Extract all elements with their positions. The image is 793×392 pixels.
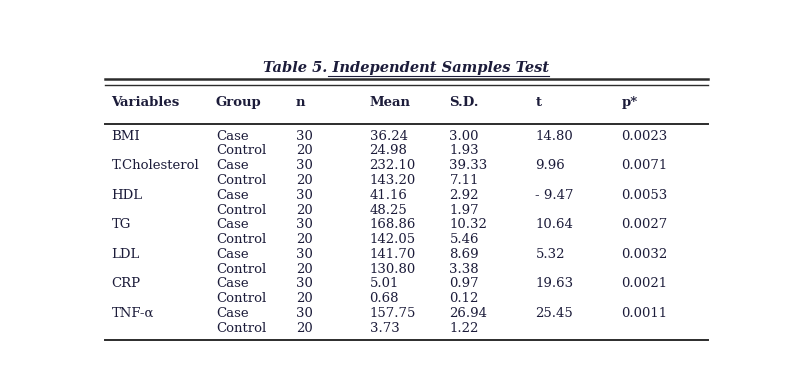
Text: 19.63: 19.63	[535, 278, 573, 290]
Text: Case: Case	[216, 159, 248, 172]
Text: 20: 20	[296, 263, 312, 276]
Text: T.Cholesterol: T.Cholesterol	[111, 159, 199, 172]
Text: 24.98: 24.98	[370, 144, 408, 157]
Text: Group: Group	[216, 96, 262, 109]
Text: 1.93: 1.93	[450, 144, 479, 157]
Text: 0.12: 0.12	[450, 292, 479, 305]
Text: 232.10: 232.10	[370, 159, 416, 172]
Text: 39.33: 39.33	[450, 159, 488, 172]
Text: 8.69: 8.69	[450, 248, 479, 261]
Text: Case: Case	[216, 218, 248, 231]
Text: 10.64: 10.64	[535, 218, 573, 231]
Text: 0.0071: 0.0071	[622, 159, 668, 172]
Text: 20: 20	[296, 203, 312, 216]
Text: Control: Control	[216, 203, 266, 216]
Text: - 9.47: - 9.47	[535, 189, 574, 202]
Text: t: t	[535, 96, 542, 109]
Text: 142.05: 142.05	[370, 233, 416, 246]
Text: Control: Control	[216, 322, 266, 335]
Text: CRP: CRP	[111, 278, 140, 290]
Text: 3.73: 3.73	[370, 322, 400, 335]
Text: 20: 20	[296, 322, 312, 335]
Text: Case: Case	[216, 307, 248, 320]
Text: Case: Case	[216, 278, 248, 290]
Text: TG: TG	[111, 218, 131, 231]
Text: Case: Case	[216, 189, 248, 202]
Text: 5.01: 5.01	[370, 278, 399, 290]
Text: 30: 30	[296, 307, 312, 320]
Text: Variables: Variables	[111, 96, 180, 109]
Text: 14.80: 14.80	[535, 130, 573, 143]
Text: Mean: Mean	[370, 96, 411, 109]
Text: Table 5.: Table 5.	[374, 61, 439, 74]
Text: Case: Case	[216, 130, 248, 143]
Text: Control: Control	[216, 263, 266, 276]
Text: Control: Control	[216, 144, 266, 157]
Text: 1.97: 1.97	[450, 203, 479, 216]
Text: 0.0021: 0.0021	[622, 278, 668, 290]
Text: Control: Control	[216, 233, 266, 246]
Text: 0.0023: 0.0023	[622, 130, 668, 143]
Text: 36.24: 36.24	[370, 130, 408, 143]
Text: 41.16: 41.16	[370, 189, 408, 202]
Text: 30: 30	[296, 248, 312, 261]
Text: 30: 30	[296, 130, 312, 143]
Text: LDL: LDL	[111, 248, 140, 261]
Text: 168.86: 168.86	[370, 218, 416, 231]
Text: 141.70: 141.70	[370, 248, 416, 261]
Text: 7.11: 7.11	[450, 174, 479, 187]
Text: HDL: HDL	[111, 189, 143, 202]
Text: 0.0027: 0.0027	[622, 218, 668, 231]
Text: 0.0053: 0.0053	[622, 189, 668, 202]
Text: 25.45: 25.45	[535, 307, 573, 320]
Text: n: n	[296, 96, 305, 109]
Text: 30: 30	[296, 189, 312, 202]
Text: 0.68: 0.68	[370, 292, 399, 305]
Text: 0.0011: 0.0011	[622, 307, 668, 320]
Text: 5.32: 5.32	[535, 248, 565, 261]
Text: Control: Control	[216, 174, 266, 187]
Text: 3.38: 3.38	[450, 263, 479, 276]
Text: TNF-α: TNF-α	[111, 307, 154, 320]
Text: 26.94: 26.94	[450, 307, 488, 320]
Text: Table 5. Independent Samples Test: Table 5. Independent Samples Test	[263, 61, 550, 74]
Text: 9.96: 9.96	[535, 159, 565, 172]
Text: 0.0032: 0.0032	[622, 248, 668, 261]
Text: 130.80: 130.80	[370, 263, 416, 276]
Text: 157.75: 157.75	[370, 307, 416, 320]
Text: 20: 20	[296, 174, 312, 187]
Text: Case: Case	[216, 248, 248, 261]
Text: 30: 30	[296, 278, 312, 290]
Text: 30: 30	[296, 218, 312, 231]
Text: 20: 20	[296, 233, 312, 246]
Text: 48.25: 48.25	[370, 203, 408, 216]
Text: BMI: BMI	[111, 130, 140, 143]
Text: 10.32: 10.32	[450, 218, 488, 231]
Text: 5.46: 5.46	[450, 233, 479, 246]
Text: 2.92: 2.92	[450, 189, 479, 202]
Text: 1.22: 1.22	[450, 322, 479, 335]
Text: 20: 20	[296, 144, 312, 157]
Text: Control: Control	[216, 292, 266, 305]
Text: 20: 20	[296, 292, 312, 305]
Text: 3.00: 3.00	[450, 130, 479, 143]
Text: 0.97: 0.97	[450, 278, 479, 290]
Text: S.D.: S.D.	[450, 96, 479, 109]
Text: 143.20: 143.20	[370, 174, 416, 187]
Text: p*: p*	[622, 96, 638, 109]
Text: 30: 30	[296, 159, 312, 172]
